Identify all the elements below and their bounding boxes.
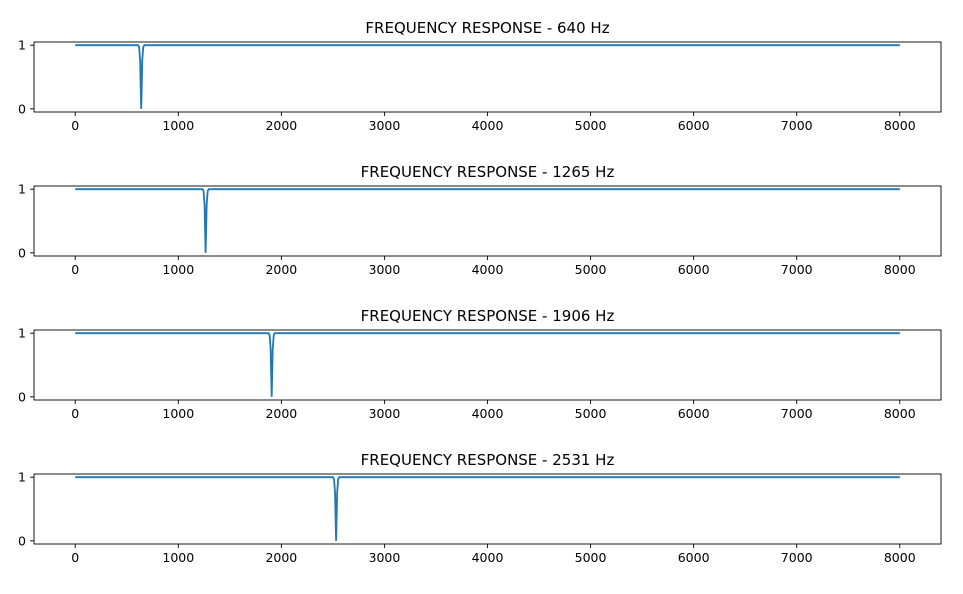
x-tick-label: 0: [71, 406, 79, 421]
x-tick-label: 6000: [678, 406, 710, 421]
x-tick-label: 8000: [884, 406, 916, 421]
x-tick-label: 5000: [575, 262, 607, 277]
x-tick-label: 3000: [369, 406, 401, 421]
x-tick-label: 2000: [265, 406, 297, 421]
x-tick-label: 8000: [884, 262, 916, 277]
x-tick-label: 0: [71, 262, 79, 277]
x-tick-label: 1000: [162, 406, 194, 421]
x-tick-label: 4000: [472, 550, 504, 565]
x-tick-label: 2000: [265, 550, 297, 565]
x-tick-label: 6000: [678, 118, 710, 133]
axes-frame: [33, 329, 942, 401]
axes-frame: [33, 185, 942, 257]
x-tick-label: 7000: [781, 118, 813, 133]
y-tick-label: 1: [18, 182, 26, 197]
subplot-2: FREQUENCY RESPONSE - 1265 Hz 0 1000 2000 300…: [18, 163, 942, 277]
x-tick-label: 3000: [369, 118, 401, 133]
x-tick-label: 4000: [472, 262, 504, 277]
response-line: [75, 188, 900, 253]
subplot-title: FREQUENCY RESPONSE - 640 Hz: [365, 19, 609, 37]
x-tick-label: 7000: [781, 262, 813, 277]
x-tick-label: 0: [71, 118, 79, 133]
subplot-title: FREQUENCY RESPONSE - 1265 Hz: [361, 163, 615, 181]
x-tick-label: 2000: [265, 262, 297, 277]
x-tick-label: 3000: [369, 262, 401, 277]
subplot-1: FREQUENCY RESPONSE - 640 Hz 0 1000 2000 3000…: [18, 19, 942, 133]
subplot-3: FREQUENCY RESPONSE - 1906 Hz 0 1000 2000 300…: [18, 307, 942, 421]
x-tick-label: 1000: [162, 262, 194, 277]
x-tick-label: 7000: [781, 406, 813, 421]
y-tick-label: 1: [18, 470, 26, 485]
response-line: [75, 332, 900, 397]
x-tick-label: 4000: [472, 406, 504, 421]
response-line: [75, 476, 900, 541]
axes-frame: [33, 41, 942, 113]
x-tick-label: 7000: [781, 550, 813, 565]
response-line: [75, 44, 900, 109]
axes-frame: [33, 473, 942, 545]
x-tick-label: 5000: [575, 406, 607, 421]
y-tick-label: 0: [18, 533, 26, 548]
x-tick-label: 3000: [369, 550, 401, 565]
subplot-title: FREQUENCY RESPONSE - 1906 Hz: [361, 307, 615, 325]
x-tick-label: 8000: [884, 550, 916, 565]
x-tick-label: 5000: [575, 550, 607, 565]
x-tick-label: 0: [71, 550, 79, 565]
y-tick-label: 0: [18, 245, 26, 260]
x-tick-label: 6000: [678, 550, 710, 565]
x-tick-label: 2000: [265, 118, 297, 133]
y-tick-label: 0: [18, 389, 26, 404]
y-tick-label: 0: [18, 101, 26, 116]
y-tick-label: 1: [18, 38, 26, 53]
y-tick-label: 1: [18, 326, 26, 341]
subplot-4: FREQUENCY RESPONSE - 2531 Hz 0 1000 2000 300…: [18, 451, 942, 565]
x-tick-label: 1000: [162, 550, 194, 565]
x-tick-label: 1000: [162, 118, 194, 133]
subplot-title: FREQUENCY RESPONSE - 2531 Hz: [361, 451, 615, 469]
x-tick-label: 5000: [575, 118, 607, 133]
x-tick-label: 6000: [678, 262, 710, 277]
x-tick-label: 8000: [884, 118, 916, 133]
x-tick-label: 4000: [472, 118, 504, 133]
